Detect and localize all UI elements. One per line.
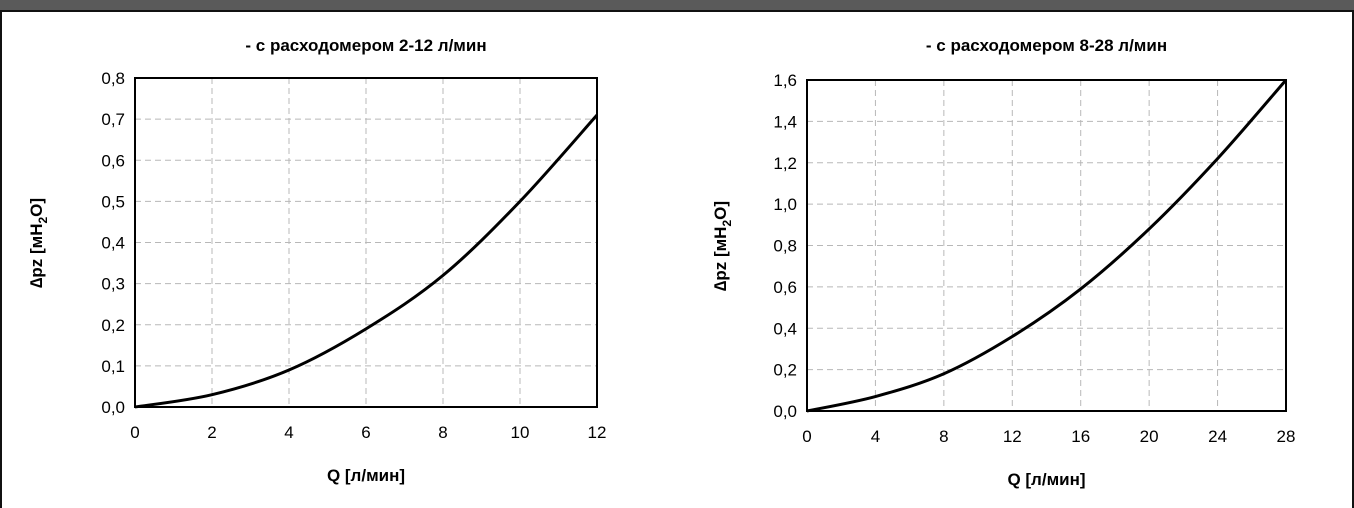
y-axis-label-subscript: 2 [36, 217, 50, 224]
x-tick-label: 24 [1208, 427, 1227, 446]
y-axis-label: ∆pz [мH2O] [27, 198, 50, 288]
y-tick-label: 0,4 [101, 234, 125, 253]
x-tick-label: 4 [871, 427, 880, 446]
x-tick-label: 0 [802, 427, 811, 446]
chart-right: 0 4 8 12 16 20 24 28 0,0 0,2 0,4 0,6 0,8 1,0 1,2 1,4 1,6… [711, 36, 1295, 489]
plot-area [806, 79, 1287, 412]
header-bar [0, 0, 1354, 12]
series-line [134, 114, 599, 409]
x-tick-label: 12 [1003, 427, 1022, 446]
y-tick-label: 0,8 [773, 237, 797, 256]
chart-title: - с расходомером 2-12 л/мин [245, 36, 486, 55]
y-tick-label: 0,6 [773, 278, 797, 297]
x-tick-label: 10 [511, 423, 530, 442]
y-tick-label: 0,1 [101, 357, 125, 376]
y-axis-label-suffix: O] [711, 201, 730, 220]
x-axis-label: Q [л/мин] [1007, 470, 1085, 489]
y-tick-label: 1,2 [773, 154, 797, 173]
y-tick-label: 0,7 [101, 110, 125, 129]
y-tick-label: 0,0 [101, 398, 125, 417]
x-axis-label: Q [л/мин] [327, 466, 405, 485]
y-tick-label: 0,8 [101, 69, 125, 88]
chart-left: 0 2 4 6 8 10 12 0,0 0,1 0,2 0,3 0,4 0,5 0,6 0,7 0,8 - с … [27, 36, 606, 485]
y-axis-label: ∆pz [мH2O] [711, 201, 734, 291]
x-tick-label: 4 [284, 423, 293, 442]
x-tick-label: 0 [130, 423, 139, 442]
x-tick-label: 28 [1277, 427, 1296, 446]
plot-area [134, 77, 598, 408]
y-tick-label: 0,2 [101, 316, 125, 335]
chart-title: - с расходомером 8-28 л/мин [926, 36, 1167, 55]
y-tick-label: 1,0 [773, 195, 797, 214]
y-tick-label: 0,3 [101, 275, 125, 294]
x-tick-label: 6 [361, 423, 370, 442]
y-tick-label: 0,2 [773, 361, 797, 380]
y-tick-label: 0,4 [773, 319, 797, 338]
y-tick-label: 1,6 [773, 71, 797, 90]
y-axis-label-prefix: ∆pz [мH [27, 224, 46, 289]
x-tick-label: 8 [438, 423, 447, 442]
y-tick-label: 0,6 [101, 151, 125, 170]
y-axis-label-prefix: ∆pz [мH [711, 227, 730, 292]
x-tick-label: 2 [207, 423, 216, 442]
x-tick-label: 20 [1140, 427, 1159, 446]
y-tick-label: 0,5 [101, 192, 125, 211]
x-tick-label: 12 [588, 423, 607, 442]
y-tick-label: 1,4 [773, 112, 797, 131]
series-line [806, 79, 1288, 413]
x-tick-label: 16 [1071, 427, 1090, 446]
x-tick-label: 8 [939, 427, 948, 446]
y-axis-label-subscript: 2 [720, 220, 734, 227]
y-tick-label: 0,0 [773, 402, 797, 421]
y-axis-label-suffix: O] [27, 198, 46, 217]
